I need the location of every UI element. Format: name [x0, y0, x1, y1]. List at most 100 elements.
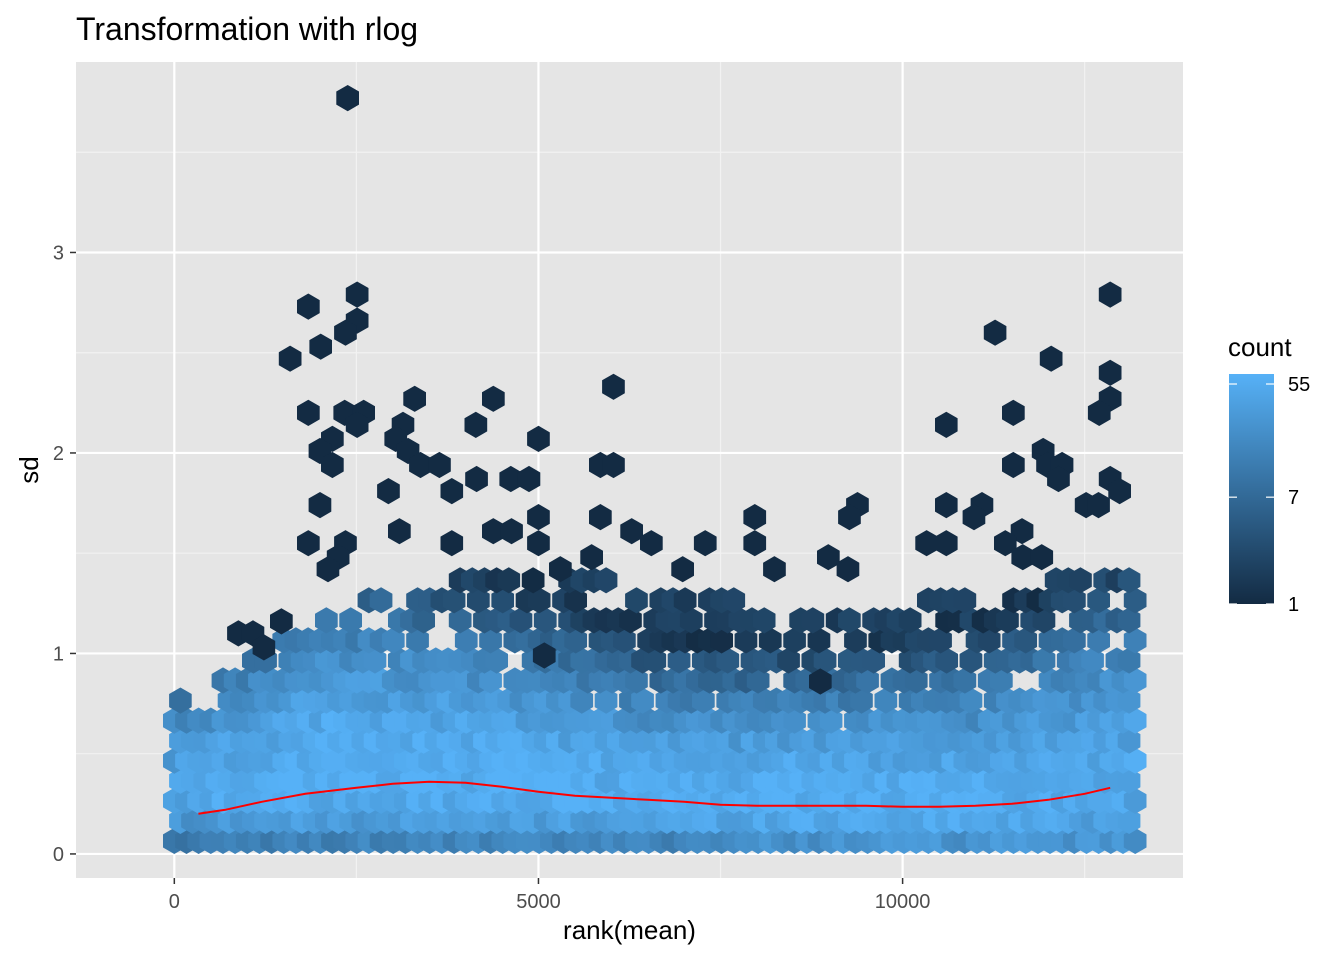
hex-cell-outlier: [517, 465, 541, 493]
hex-cell: [758, 627, 782, 654]
legend-colorbar: [1229, 374, 1274, 604]
hex-cell: [454, 627, 478, 654]
hex-cell-outlier: [297, 399, 320, 426]
hex-cell-outlier: [1002, 451, 1025, 479]
hex-cell-outlier: [297, 293, 320, 320]
hex-cell: [1063, 627, 1086, 654]
hex-cell: [339, 607, 362, 634]
hex-cell: [1117, 767, 1141, 794]
hex-cell: [959, 647, 983, 674]
hex-cell-outlier: [838, 504, 861, 531]
hex-cell-outlier: [321, 451, 344, 479]
hex-cell-outlier: [278, 345, 302, 372]
hex-cell-outlier: [500, 518, 523, 545]
hex-cell-outlier: [983, 319, 1007, 346]
hex-cell: [1117, 727, 1141, 754]
hex-cell-outlier: [377, 478, 400, 505]
hex-cell-outlier: [935, 411, 958, 438]
hex-cell-outlier: [297, 530, 320, 557]
hex-cell-outlier: [549, 556, 572, 583]
hex-cell: [692, 687, 715, 714]
hex-cell: [667, 647, 691, 674]
hex-cell: [1123, 707, 1147, 734]
hex-cell: [594, 687, 618, 714]
hex-cell-outlier: [763, 556, 786, 583]
hex-cell: [625, 587, 648, 614]
hex-cell: [363, 647, 387, 674]
hex-cell: [679, 607, 703, 634]
hex-cell: [898, 607, 922, 634]
hexbin-cells: [163, 85, 1147, 854]
x-axis: 0 5000 10000: [169, 878, 931, 913]
hex-cell: [953, 667, 977, 694]
hex-cell: [813, 647, 837, 674]
hex-cell-outlier: [962, 504, 986, 531]
hex-cell: [1123, 587, 1147, 614]
hex-cell-outlier: [499, 465, 523, 493]
hex-cell: [801, 607, 825, 634]
hex-cell-outlier: [935, 530, 958, 557]
x-tick-label: 10000: [875, 891, 931, 913]
y-tick-label: 2: [53, 443, 64, 465]
hex-cell-outlier: [1002, 399, 1025, 426]
hex-cell: [783, 707, 806, 734]
hex-cell-outlier: [589, 504, 612, 531]
hex-cell: [564, 627, 587, 654]
hex-cell: [442, 587, 466, 614]
hex-cell-outlier: [1108, 478, 1131, 505]
y-tick-label: 0: [53, 844, 64, 866]
hex-cell: [716, 647, 740, 674]
hex-cell-outlier: [336, 85, 359, 112]
hex-cell-outlier: [1011, 544, 1035, 571]
hex-cell: [467, 587, 490, 614]
hex-cell-outlier: [809, 668, 832, 695]
hex-cell: [533, 607, 557, 634]
legend-title: count: [1228, 332, 1292, 362]
color-legend: count 55 7 1: [1228, 332, 1310, 616]
hex-cell: [874, 687, 898, 714]
hex-cell-outlier: [388, 518, 411, 545]
hex-cell: [1032, 607, 1056, 634]
legend-label: 1: [1288, 594, 1299, 616]
hex-cell-outlier: [527, 530, 550, 557]
hex-cell: [1117, 807, 1141, 834]
hex-cell: [856, 667, 879, 694]
hex-cell-outlier: [1087, 492, 1110, 519]
hex-cell: [625, 667, 648, 694]
hex-cell: [904, 667, 928, 694]
hex-cell-outlier: [464, 411, 488, 438]
hex-cell: [479, 627, 502, 654]
hex-cell-outlier: [743, 504, 767, 531]
hex-cell-outlier: [527, 425, 550, 452]
hex-cell: [1081, 647, 1104, 674]
hex-cell-outlier: [482, 385, 505, 412]
hex-cell: [521, 567, 545, 594]
hex-cell-outlier: [532, 642, 556, 669]
hex-cell: [673, 587, 697, 614]
hex-cell-outlier: [527, 504, 550, 531]
hex-cell: [485, 647, 508, 674]
hex-cell-outlier: [1098, 359, 1122, 386]
hex-cell: [1123, 787, 1147, 814]
hex-cell: [807, 627, 831, 654]
hex-cell-outlier: [640, 530, 663, 557]
hex-cell-outlier: [935, 492, 958, 519]
hex-cell: [953, 587, 977, 614]
hex-cell-outlier: [743, 530, 767, 557]
hex-cell: [838, 607, 861, 634]
hex-cell-outlier: [309, 333, 332, 360]
hex-cell: [1117, 687, 1141, 714]
hex-cell-outlier: [994, 530, 1017, 557]
hex-cell: [777, 647, 800, 674]
hex-cell: [1087, 587, 1110, 614]
y-tick-label: 1: [53, 643, 64, 665]
hex-cell: [850, 687, 873, 714]
hex-cell: [1069, 567, 1092, 594]
hex-cell-outlier: [602, 451, 625, 479]
hex-cell: [844, 627, 867, 654]
hex-cell: [448, 607, 472, 634]
hex-cell: [564, 587, 587, 614]
hex-cell: [406, 627, 429, 654]
hex-cell-outlier: [345, 281, 369, 308]
